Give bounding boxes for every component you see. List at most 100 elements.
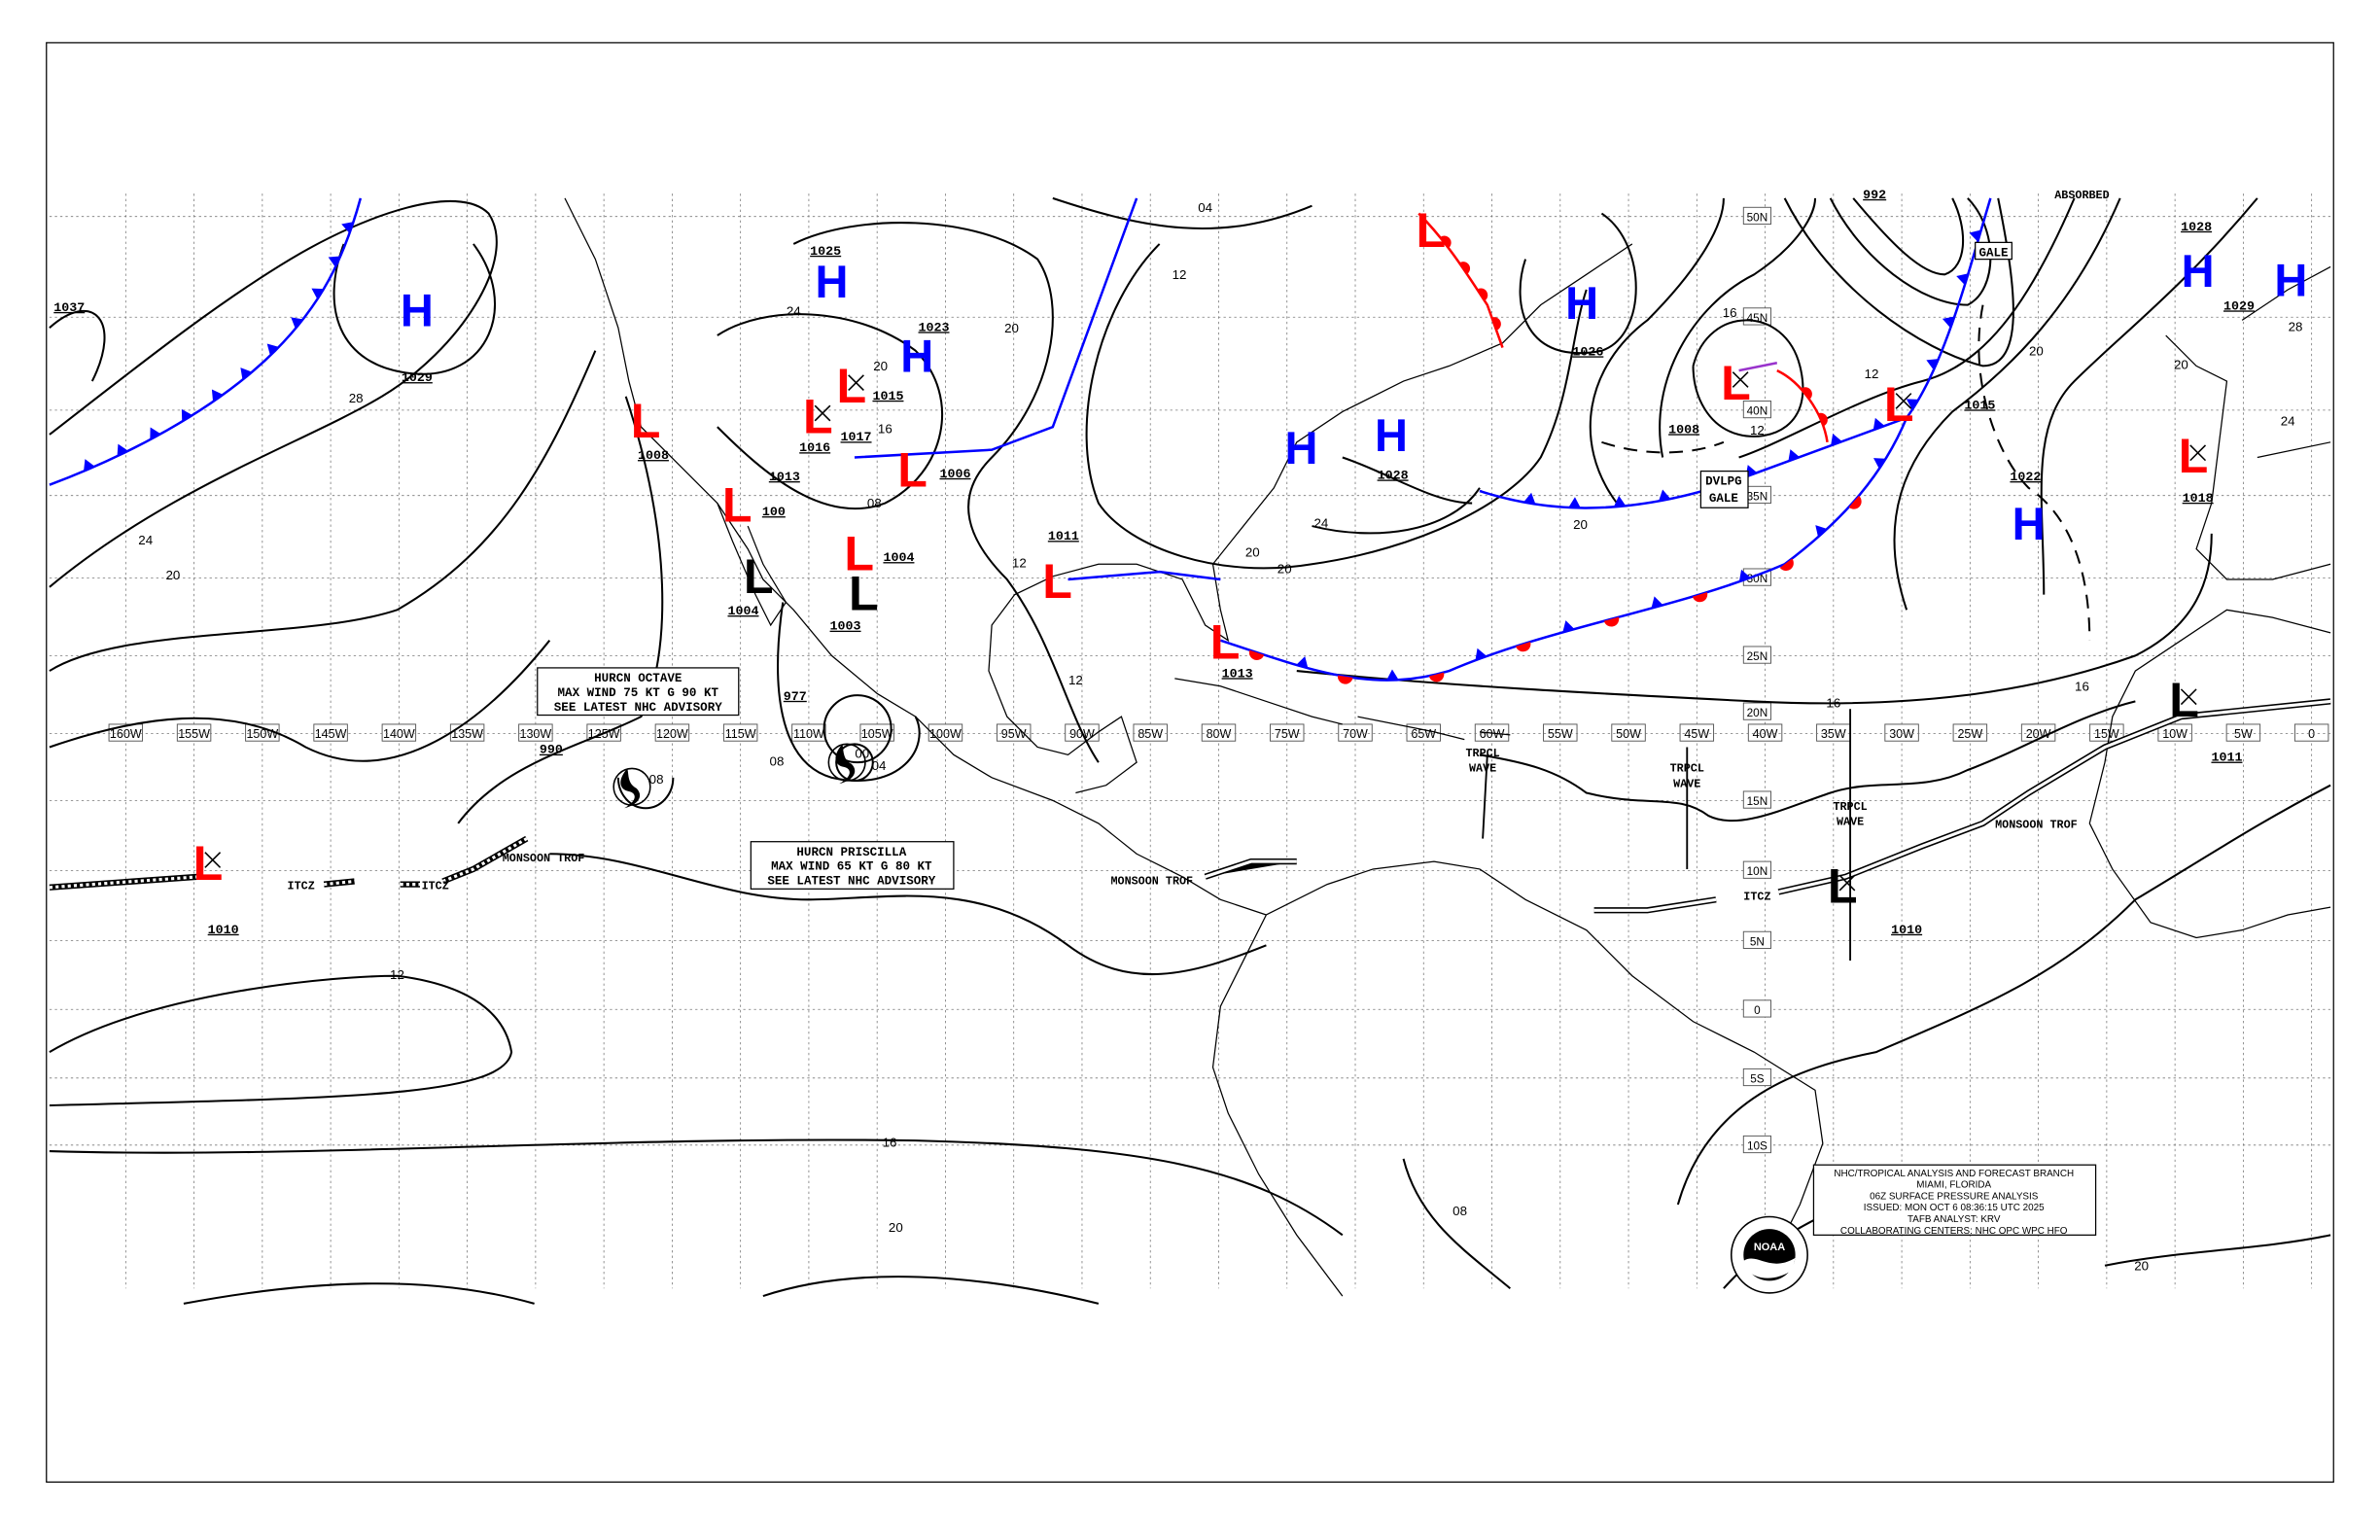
longitude-label: 110W	[793, 727, 824, 741]
central-pressure-value: 1028	[1378, 469, 1409, 483]
latitude-label: 40N	[1747, 405, 1768, 418]
pressure-value: 1037	[53, 301, 85, 316]
isobar-label: 20	[1004, 321, 1019, 335]
cold-front-triangle	[1906, 399, 1919, 410]
warm-front-semicircle	[1491, 317, 1501, 331]
stationary-front-triangle	[1738, 569, 1751, 582]
longitude-label: 50W	[1616, 727, 1641, 741]
longitude-label-box	[2293, 723, 2329, 742]
longitude-label-box	[2089, 723, 2124, 742]
longitude-label: 155W	[178, 727, 210, 741]
cold-front-triangle	[117, 443, 128, 457]
gale-label: GALE	[1978, 246, 2009, 260]
longitude-label-box	[2157, 723, 2192, 742]
longitude-label-box	[928, 723, 963, 742]
longitude-label-box	[1952, 723, 1988, 742]
longitude-label-box	[313, 723, 348, 742]
longitude-label-box	[1747, 723, 1783, 742]
hurricane-octave-symbol	[612, 767, 651, 809]
longitude-label: 30W	[1889, 727, 1914, 741]
longitude-label: 60W	[1480, 727, 1505, 741]
low-pressure-center: L	[844, 527, 874, 581]
central-pressure-value: 1008	[638, 449, 669, 464]
longitude-label: 45W	[1684, 727, 1709, 741]
hurricane-wind: MAX WIND 65 KT G 80 KT	[771, 860, 932, 874]
stationary-front-semicircle	[1779, 558, 1794, 572]
longitude-label-box	[1611, 723, 1646, 742]
center-x-mark	[1732, 371, 1749, 388]
noaa-logo-text: NOAA	[1754, 1242, 1785, 1253]
gale-warning[interactable]: GALE	[1975, 241, 2012, 260]
center-x-mark	[204, 852, 222, 868]
stationary-front-semicircle	[1516, 642, 1531, 652]
longitude-label: 0	[2308, 727, 2315, 741]
latitude-label-box	[1742, 646, 1771, 664]
high-pressure-center: H	[1285, 422, 1318, 473]
longitude-label: 105W	[861, 727, 893, 741]
developing-gale-warning[interactable]: DVLPG GALE	[1699, 470, 1749, 508]
isobar-label: 20	[873, 359, 888, 373]
latitude-label-box	[1742, 930, 1771, 949]
cold-front-triangle	[266, 343, 279, 356]
isobar-label: 12	[1068, 673, 1083, 687]
isobar-label: 24	[787, 304, 801, 319]
fronts	[49, 197, 1992, 684]
central-pressure-value: 1028	[2181, 221, 2212, 235]
longitude-label: 40W	[1753, 727, 1778, 741]
high-pressure-center: H	[1375, 409, 1408, 461]
cold-front-triangle	[1613, 495, 1627, 508]
isobar-label: 16	[2075, 679, 2089, 693]
isobar-label: 04	[1198, 200, 1212, 215]
map-labels: 1037 992 977 990 1017 1013 28 24 20 24 20 16 08 12 12 2…	[53, 189, 2302, 1274]
stationary-front-triangle	[1475, 648, 1488, 661]
low-pressure-center: L	[2179, 429, 2209, 483]
stationary-front-semicircle	[1338, 675, 1353, 684]
cold-front-triangle	[311, 288, 325, 299]
longitude-label-box	[381, 723, 417, 742]
longitude-label-box	[1270, 723, 1305, 742]
central-pressure-value: 1025	[810, 245, 841, 260]
longitude-label-box	[1201, 723, 1237, 742]
hurricane-priscilla-box[interactable]: HURCN PRISCILLA MAX WIND 65 KT G 80 KT S…	[750, 841, 955, 890]
longitude-label-box	[722, 723, 758, 742]
longitude-label-box	[1884, 723, 1919, 742]
stationary-front-triangle	[1651, 596, 1663, 609]
isobar-label: 20	[1278, 562, 1292, 577]
stationary-front-triangle	[1562, 620, 1575, 633]
cold-front-triangle	[328, 256, 341, 267]
title-line-4: ISSUED: MON OCT 6 08:36:15 UTC 2025	[1864, 1203, 2045, 1213]
central-pressure-value: 1013	[1222, 667, 1253, 682]
isobar-label: 28	[349, 391, 364, 405]
longitude-label: 5W	[2234, 727, 2253, 741]
longitude-label: 130W	[520, 727, 552, 741]
isobar-label: 16	[883, 1135, 897, 1149]
latitude-label-box	[1742, 1135, 1771, 1154]
cold-front-triangle	[150, 427, 161, 440]
high-pressure-center: H	[815, 256, 848, 307]
feature-label: ITCZ	[422, 879, 449, 892]
longitude-label-box	[176, 723, 212, 742]
isobar-label: 08	[867, 496, 882, 510]
latitude-label: 10S	[1747, 1140, 1768, 1153]
warm-front-semicircle	[1817, 412, 1828, 427]
longitude-label: 145W	[315, 727, 347, 741]
isobar-label: 20	[166, 568, 181, 582]
central-pressure-value: 1018	[2183, 492, 2214, 507]
hurricane-octave-box[interactable]: HURCN OCTAVE MAX WIND 75 KT G 90 KT SEE …	[537, 667, 740, 717]
stationary-front-semicircle	[1692, 592, 1708, 603]
longitude-label-box	[859, 723, 894, 742]
isobars	[49, 196, 2331, 1305]
hurricane-advisory: SEE LATEST NHC ADVISORY	[554, 701, 722, 715]
warm-front-semicircle	[1440, 235, 1452, 249]
low-pressure-center: L	[1416, 203, 1446, 258]
title-line-6: COLLABORATING CENTERS: NHC OPC WPC HFO	[1840, 1226, 2068, 1237]
isobar-label: 08	[649, 772, 664, 787]
gale-label: GALE	[1709, 492, 1739, 506]
high-pressure-center: H	[1565, 277, 1598, 329]
center-x-mark	[1895, 393, 1912, 409]
center-x-mark	[2189, 444, 2207, 462]
itcz-and-troughs	[49, 698, 2331, 962]
stationary-front-triangle	[1872, 458, 1886, 470]
isobar-label: 20	[889, 1220, 903, 1235]
longitude-label: 15W	[2094, 727, 2119, 741]
